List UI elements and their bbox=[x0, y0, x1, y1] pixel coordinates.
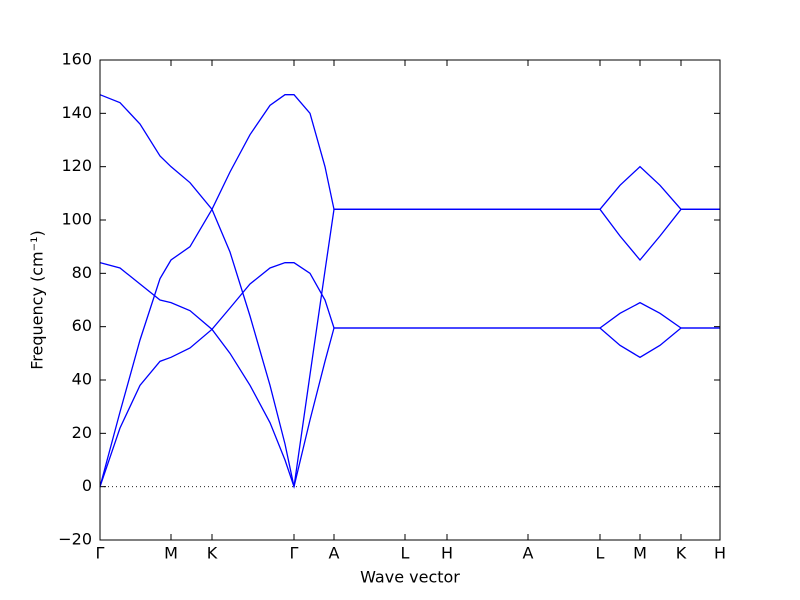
x-tick-label: M bbox=[633, 544, 647, 563]
x-tick-label: H bbox=[714, 544, 726, 563]
y-tick-label: 0 bbox=[82, 476, 92, 495]
y-tick-label: 20 bbox=[72, 423, 92, 442]
x-tick-label: L bbox=[596, 544, 605, 563]
x-axis-label: Wave vector bbox=[360, 568, 460, 587]
x-tick-label: A bbox=[523, 544, 534, 563]
band-line bbox=[99, 94, 720, 487]
x-tick-label: M bbox=[164, 544, 178, 563]
y-tick-label: −20 bbox=[58, 530, 92, 549]
x-tick-label: K bbox=[676, 544, 687, 563]
y-tick-label: 40 bbox=[72, 370, 92, 389]
y-tick-label: 160 bbox=[61, 50, 92, 69]
y-axis-label: Frequency (cm⁻¹) bbox=[28, 230, 47, 369]
plot-frame bbox=[99, 59, 721, 541]
x-tick-label: A bbox=[329, 544, 340, 563]
y-tick-label: 100 bbox=[61, 210, 92, 229]
x-tick-label: H bbox=[441, 544, 453, 563]
x-tick-label: K bbox=[207, 544, 218, 563]
x-tick-label: L bbox=[401, 544, 410, 563]
y-tick-label: 80 bbox=[72, 263, 92, 282]
x-tick-label: Γ bbox=[290, 544, 299, 563]
band-line bbox=[99, 94, 720, 487]
y-tick-label: 120 bbox=[61, 156, 92, 175]
band-line bbox=[99, 262, 720, 490]
band-line bbox=[99, 262, 720, 487]
y-tick-label: 60 bbox=[72, 316, 92, 335]
x-tick-label: Γ bbox=[96, 544, 105, 563]
y-tick-label: 140 bbox=[61, 103, 92, 122]
